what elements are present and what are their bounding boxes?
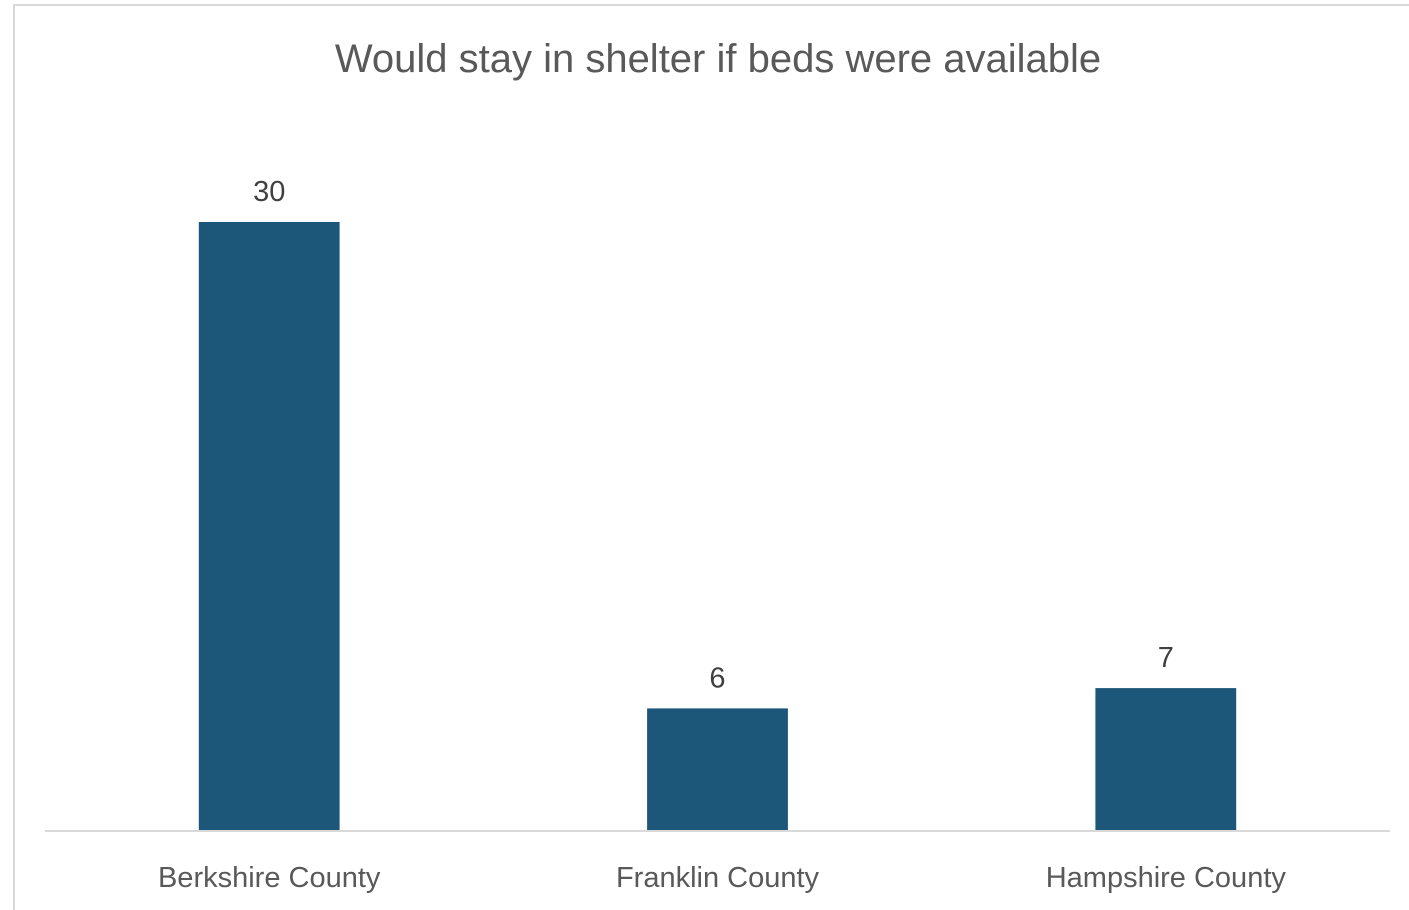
- category-labels-group: Berkshire County Franklin County Hampshire…: [158, 862, 1286, 894]
- data-label-franklin-county: 6: [709, 662, 725, 694]
- bar-franklin-county: [647, 708, 788, 830]
- data-labels-group: 30 6 7: [253, 176, 1174, 694]
- chart-title: Would stay in shelter if beds were avail…: [335, 37, 1101, 81]
- bars-group: [198, 222, 1237, 830]
- bar-berkshire-county: [198, 222, 340, 830]
- bar-hampshire-county: [1095, 688, 1237, 830]
- data-label-berkshire-county: 30: [253, 176, 285, 208]
- category-label-franklin-county: Franklin County: [616, 862, 820, 894]
- data-label-hampshire-county: 7: [1158, 642, 1174, 674]
- category-label-hampshire-county: Hampshire County: [1046, 862, 1287, 894]
- category-label-berkshire-county: Berkshire County: [158, 862, 381, 894]
